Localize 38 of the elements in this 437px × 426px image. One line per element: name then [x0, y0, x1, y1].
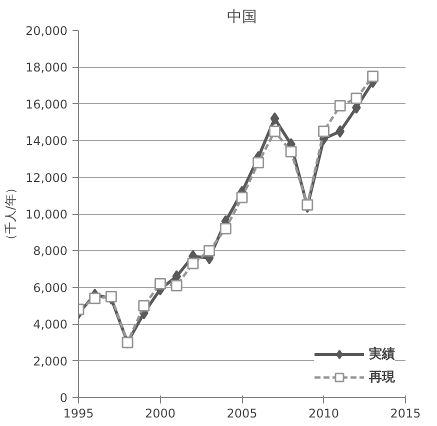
y-tick-label: 0: [60, 391, 68, 405]
y-tick-label: 14,000: [26, 134, 68, 148]
point: [138, 300, 150, 312]
x-tick-label: 2005: [226, 406, 258, 420]
point: [89, 292, 101, 304]
point: [154, 278, 166, 290]
point: [334, 100, 346, 112]
y-axis-title: （千人/年）: [4, 182, 18, 246]
y-tick-label: 18,000: [26, 60, 68, 75]
point: [350, 92, 362, 104]
point: [268, 126, 280, 138]
point: [220, 222, 232, 234]
point: [204, 244, 216, 256]
x-tick-label: 2000: [144, 406, 176, 420]
x-tick-label: 1995: [63, 406, 94, 420]
point: [270, 112, 280, 125]
x-tick-label: 2010: [308, 406, 340, 420]
y-tick-label: 20,000: [26, 24, 68, 38]
point: [236, 192, 248, 204]
point: [187, 258, 199, 270]
y-tick-label: 16,000: [26, 97, 68, 112]
point: [285, 146, 297, 158]
y-tick-label: 8,000: [33, 244, 68, 258]
legend-label: 再現: [369, 369, 395, 386]
point: [367, 70, 379, 82]
point: [170, 280, 182, 292]
legend-label: 実績: [369, 346, 395, 363]
y-tick-label: 12,000: [26, 170, 68, 185]
y-tick-label: 4,000: [33, 318, 68, 332]
point: [318, 126, 330, 138]
point: [336, 125, 345, 138]
point: [252, 156, 264, 168]
y-tick-label: 6,000: [33, 280, 68, 295]
chart-title: 中国: [227, 8, 257, 26]
y-tick-label: 10,000: [26, 208, 68, 222]
point: [105, 290, 117, 302]
y-tick-label: 2,000: [33, 354, 68, 368]
x-tick-label: 2015: [390, 406, 421, 420]
